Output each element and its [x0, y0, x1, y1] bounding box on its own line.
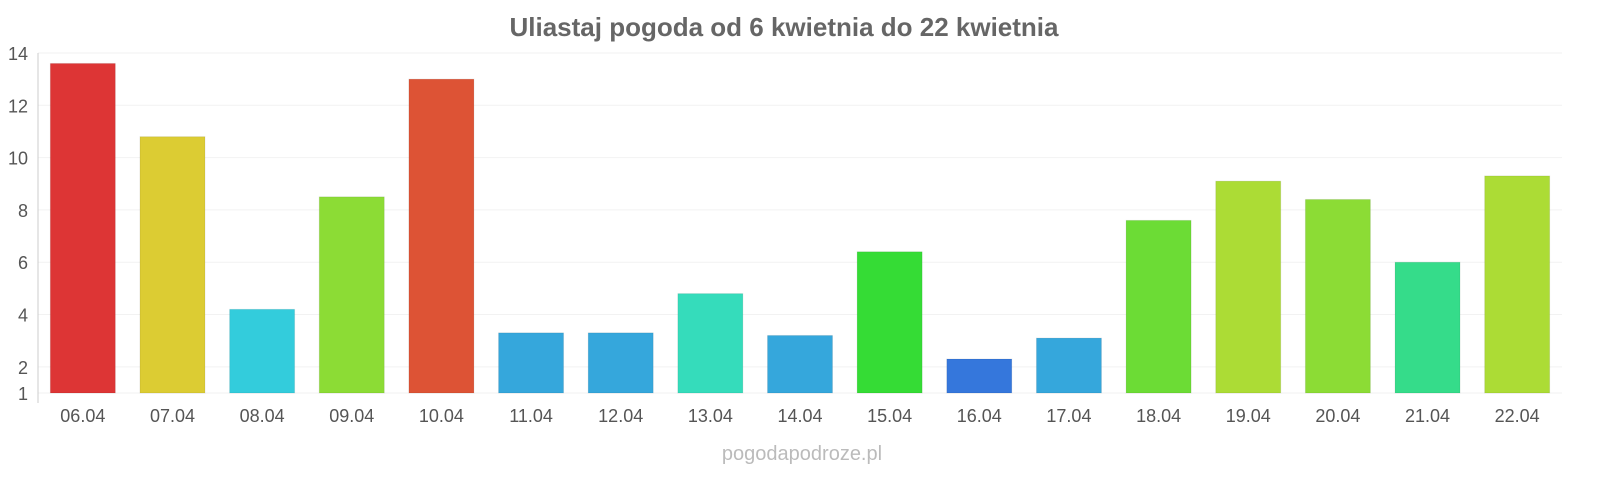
- bar-15.04: [856, 251, 923, 394]
- bar-18.04: [1125, 219, 1192, 394]
- bar-16.04: [946, 358, 1013, 394]
- watermark: pogodapodroze.pl: [722, 443, 882, 465]
- bar-13.04: [677, 293, 744, 394]
- bar-12.04: [587, 332, 654, 394]
- x-tick-label: 22.04: [1495, 406, 1540, 426]
- bar-07.04: [139, 136, 206, 394]
- y-tick-label: 12: [8, 96, 28, 116]
- x-tick-label: 15.04: [867, 406, 912, 426]
- bar-14.04: [767, 334, 833, 394]
- y-tick-label: 14: [8, 44, 28, 64]
- bar-06.04: [49, 62, 116, 394]
- y-tick-label: 4: [18, 306, 28, 326]
- y-tick-label: 2: [18, 358, 28, 378]
- bar-21.04: [1394, 261, 1461, 394]
- bar-10.04: [408, 78, 475, 394]
- x-tick-label: 14.04: [777, 406, 822, 426]
- bar-17.04: [1035, 337, 1102, 394]
- bar-11.04: [498, 332, 565, 394]
- bar-20.04: [1304, 198, 1371, 394]
- x-tick-label: 12.04: [598, 406, 643, 426]
- x-tick-label: 11.04: [509, 406, 553, 426]
- y-tick-label: 10: [8, 149, 28, 169]
- bar-22.04: [1484, 175, 1551, 394]
- y-tick-label: 8: [18, 201, 28, 221]
- x-tick-label: 21.04: [1405, 406, 1450, 426]
- x-tick-label: 13.04: [688, 406, 733, 426]
- bar-08.04: [229, 308, 296, 394]
- x-axis: 06.04 07.04 08.04 09.04 10.04 11.04 12.04 13.04…: [60, 406, 1539, 426]
- chart-title: Uliastaj pogoda od 6 kwietnia do 22 kwie…: [509, 12, 1059, 42]
- x-tick-label: 20.04: [1315, 406, 1360, 426]
- bar-09.04: [318, 196, 385, 394]
- x-tick-label: 17.04: [1046, 406, 1091, 426]
- x-tick-label: 08.04: [240, 406, 285, 426]
- bars: [49, 62, 1551, 394]
- bar-19.04: [1215, 180, 1282, 394]
- y-tick-label: 6: [18, 253, 28, 273]
- x-tick-label: 10.04: [419, 406, 464, 426]
- x-tick-label: 16.04: [957, 406, 1002, 426]
- y-tick-label: 1: [18, 384, 28, 404]
- x-tick-label: 18.04: [1136, 406, 1181, 426]
- x-tick-label: 06.04: [60, 406, 105, 426]
- x-tick-label: 09.04: [329, 406, 374, 426]
- x-tick-label: 07.04: [150, 406, 195, 426]
- x-tick-label: 19.04: [1226, 406, 1271, 426]
